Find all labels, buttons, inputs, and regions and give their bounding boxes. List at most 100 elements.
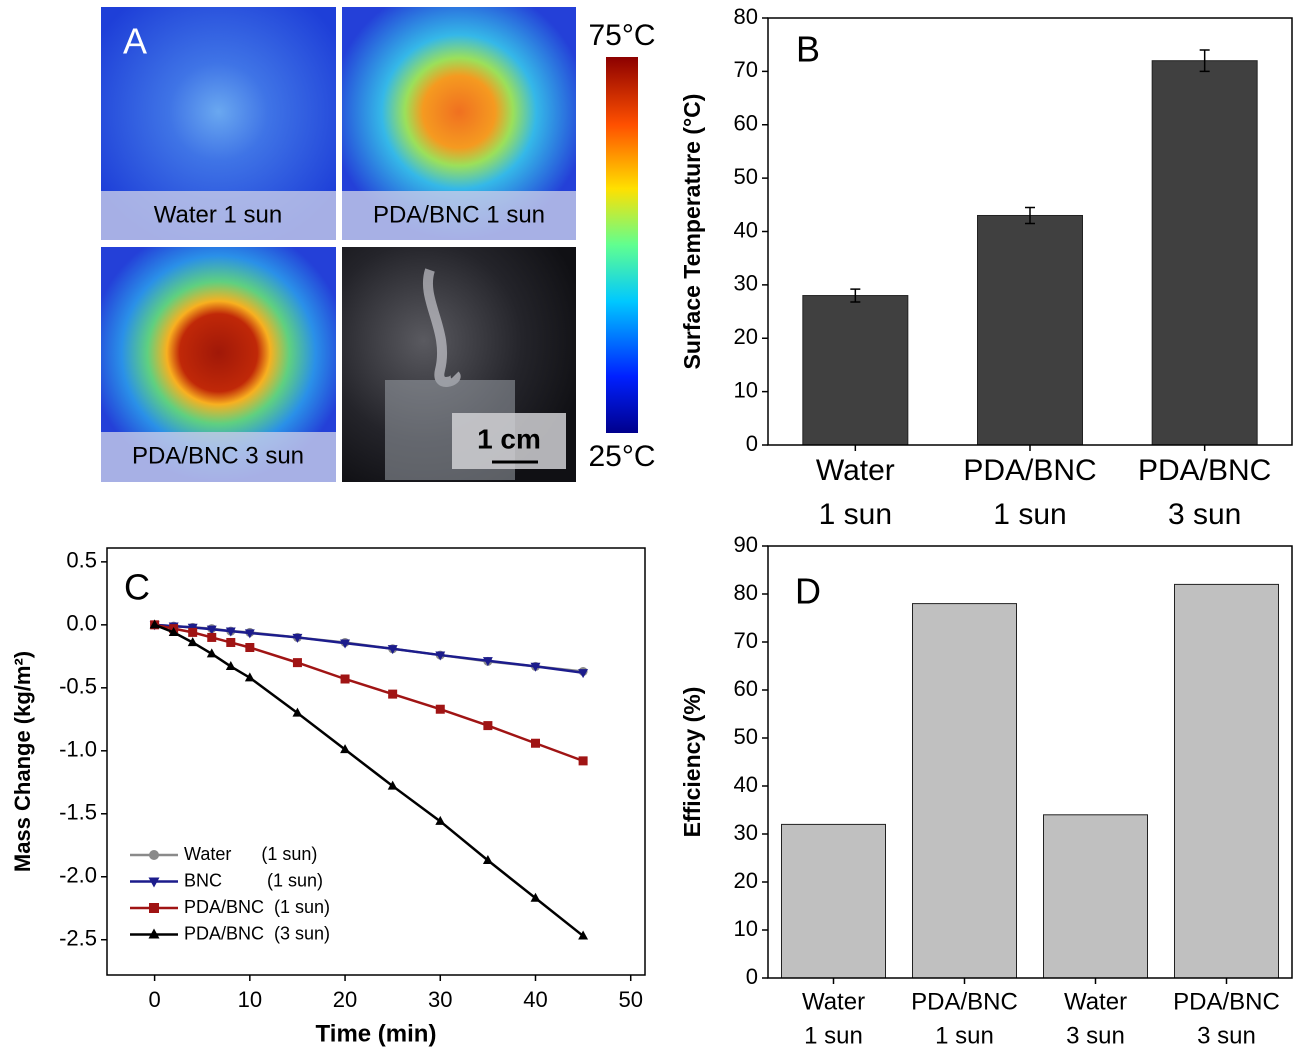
y-tick-label: -2.5: [59, 926, 97, 951]
y-tick-label: 0: [746, 964, 758, 989]
legend-text: PDA/BNC (1 sun): [184, 897, 330, 917]
plot-frame: [767, 545, 1293, 979]
x-tick-label: PDA/BNC: [911, 988, 1018, 1015]
marker: [244, 629, 255, 639]
marker: [340, 744, 351, 754]
y-tick-label: 90: [734, 532, 758, 557]
x-tick-label: PDA/BNC: [1173, 988, 1280, 1015]
tile-label: Water 1 sun: [154, 201, 283, 228]
marker: [292, 658, 302, 668]
plot-frame: [106, 547, 646, 976]
marker: [435, 651, 446, 661]
error-bar: [850, 288, 861, 303]
y-tick-label: 30: [734, 820, 758, 845]
error-bar: [1025, 206, 1035, 225]
label-band: [101, 432, 336, 482]
x-tick-label: 20: [333, 987, 357, 1012]
y-tick-label: 50: [734, 724, 758, 749]
marker: [244, 672, 255, 682]
legend-text: PDA/BNC (3 sun): [184, 923, 330, 943]
x-tick-label: 50: [618, 987, 642, 1012]
marker: [206, 648, 217, 658]
y-tick-label: 60: [734, 676, 758, 701]
legend-text: Water (1 sun): [184, 844, 317, 864]
marker: [292, 633, 303, 643]
y-tick-label: 20: [734, 868, 758, 893]
marker: [206, 625, 217, 635]
colorbar-label: 75°C: [588, 19, 655, 52]
marker: [578, 930, 589, 940]
tile-label: PDA/BNC 3 sun: [132, 442, 304, 469]
y-tick-label: 0: [746, 431, 758, 456]
marker: [530, 738, 540, 748]
marker: [292, 707, 303, 717]
y-tick-label: 70: [734, 628, 758, 653]
marker: [225, 627, 236, 637]
marker: [226, 637, 236, 647]
marker: [578, 756, 588, 766]
y-tick-label: 10: [734, 377, 758, 402]
y-tick-label: 0.5: [66, 548, 97, 573]
y-tick-label: 50: [734, 164, 758, 189]
marker: [149, 619, 160, 629]
marker: [168, 626, 179, 636]
x-tick-label: 40: [523, 987, 547, 1012]
bar: [912, 603, 1017, 979]
y-tick-label: -1.0: [59, 737, 97, 762]
label-band: [342, 191, 576, 240]
y-axis-label: Efficiency (%): [679, 687, 705, 838]
marker: [578, 669, 589, 679]
panel-label: C: [124, 567, 150, 608]
label-band: [101, 191, 336, 240]
scale-label: 1 cm: [477, 423, 541, 454]
marker: [530, 892, 541, 902]
x-tick-label: 1 sun: [935, 1022, 994, 1049]
x-axis-label: Time (min): [316, 1020, 437, 1047]
x-tick-label: PDA/BNC: [1138, 454, 1271, 487]
marker: [387, 645, 398, 655]
panel-label: A: [123, 21, 147, 62]
error-bar: [1199, 49, 1210, 73]
bar: [1151, 60, 1258, 446]
y-tick-label: 80: [734, 4, 758, 29]
y-tick-label: 40: [734, 772, 758, 797]
x-tick-label: 3 sun: [1197, 1022, 1256, 1049]
y-tick-label: 70: [734, 57, 758, 82]
x-tick-label: 1 sun: [993, 498, 1066, 531]
x-tick-label: 0: [148, 987, 160, 1012]
marker: [149, 903, 159, 913]
colorbar-label: 25°C: [588, 440, 655, 473]
panel-label: D: [795, 571, 821, 612]
y-axis-label: Surface Temperature (°C): [679, 94, 705, 370]
colorbar: [606, 57, 638, 433]
marker: [388, 689, 398, 699]
y-tick-label: -0.5: [59, 674, 97, 699]
marker: [483, 721, 493, 731]
marker: [482, 657, 493, 667]
x-tick-label: 10: [238, 987, 262, 1012]
marker: [435, 815, 446, 825]
marker: [340, 639, 351, 649]
bar: [977, 214, 1083, 446]
y-tick-label: 80: [734, 580, 758, 605]
marker: [340, 674, 350, 684]
bar: [1043, 814, 1148, 979]
y-axis-label: Mass Change (kg/m²): [10, 651, 35, 872]
marker: [482, 854, 493, 864]
x-tick-label: 3 sun: [1066, 1022, 1125, 1049]
y-tick-label: 40: [734, 217, 758, 242]
marker: [148, 928, 160, 939]
y-tick-label: 60: [734, 111, 758, 136]
x-tick-label: Water: [1064, 988, 1127, 1015]
bar: [1174, 583, 1279, 979]
marker: [530, 662, 541, 672]
plot-frame: [767, 17, 1293, 446]
marker: [148, 877, 160, 888]
marker: [435, 704, 445, 714]
y-tick-label: 0.0: [66, 611, 97, 636]
scale-box: [452, 413, 566, 469]
line: [154, 623, 584, 674]
x-tick-label: 30: [428, 987, 452, 1012]
y-tick-label: 20: [734, 324, 758, 349]
legend-text: BNC (1 sun): [184, 870, 323, 890]
